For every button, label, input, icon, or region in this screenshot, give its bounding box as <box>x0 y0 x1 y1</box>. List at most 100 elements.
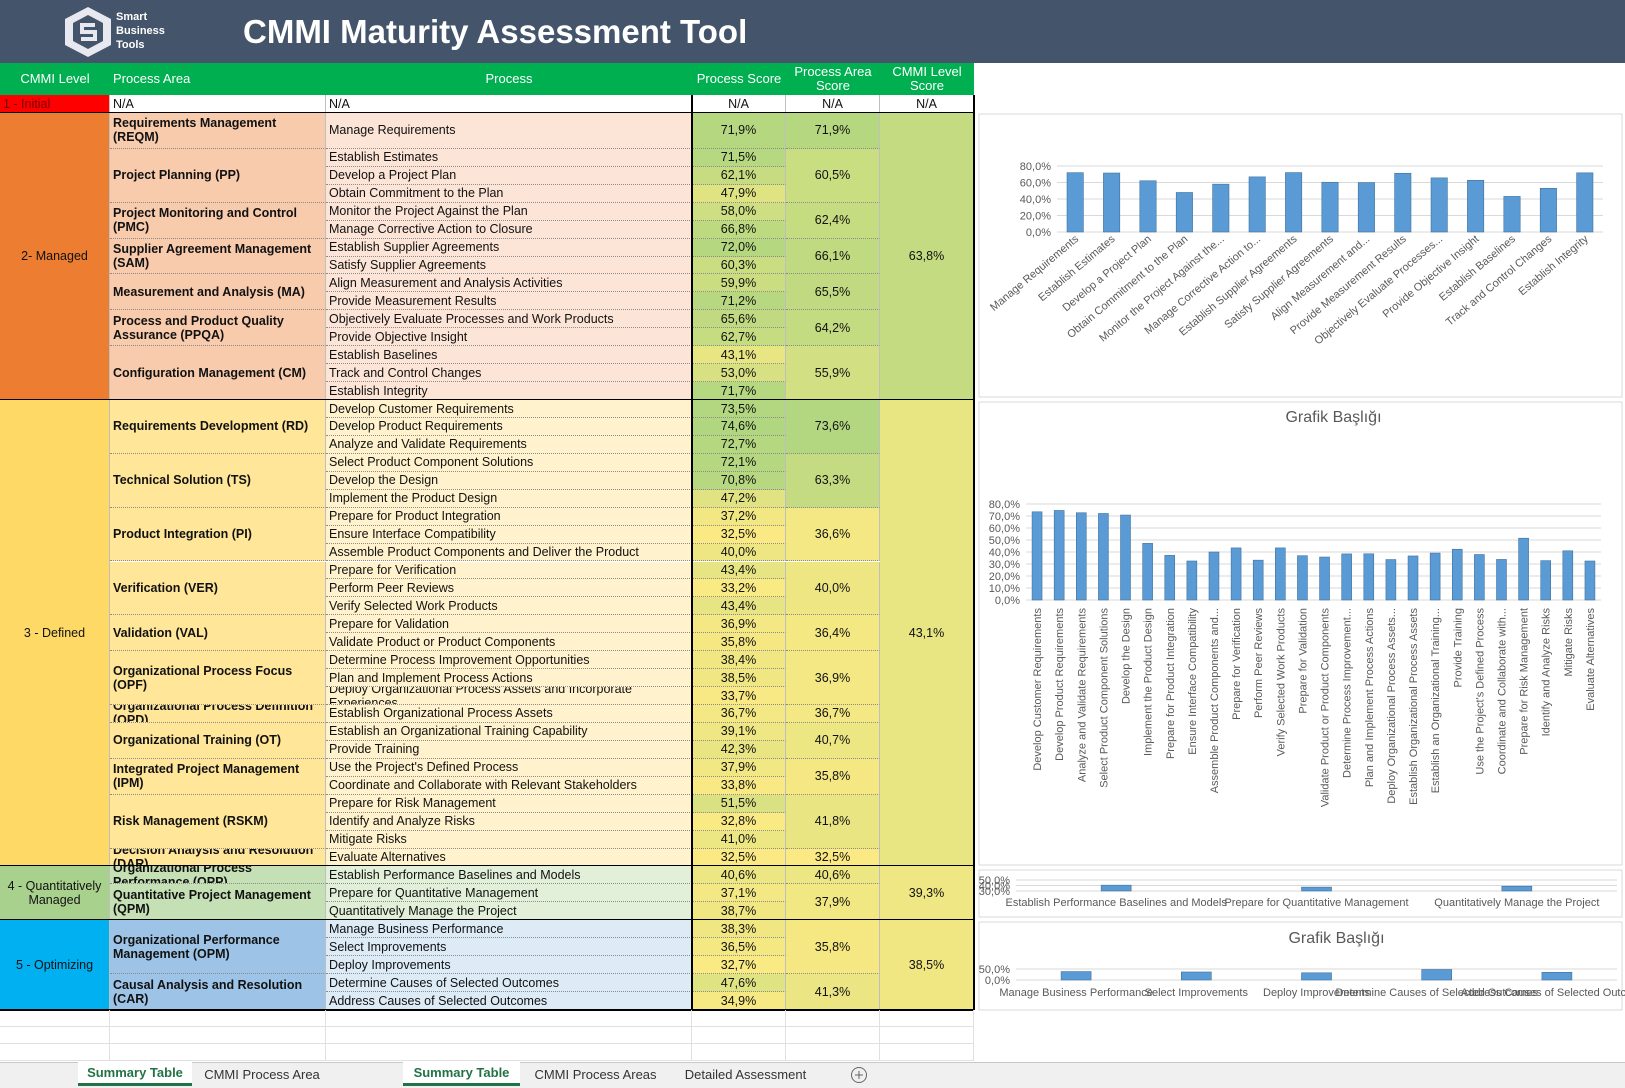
process-score: 51,5% <box>692 794 786 813</box>
process-score: 60,3% <box>692 256 786 275</box>
bar <box>1584 560 1596 601</box>
process-score: 62,1% <box>692 166 786 185</box>
x-tick-label: Validate Product or Product Components <box>1320 608 1332 808</box>
process-score: 41,0% <box>692 830 786 849</box>
bar <box>1467 179 1485 233</box>
column-header: CMMI Level Score <box>880 63 974 95</box>
x-tick-label: Quantitatively Manage the Project <box>1434 897 1599 909</box>
bar <box>1031 511 1043 601</box>
bar <box>1501 885 1533 892</box>
sheet-tab[interactable]: Detailed Assessment <box>684 1066 807 1082</box>
process-score: 72,7% <box>692 435 786 454</box>
process-name: Track and Control Changes <box>326 364 692 383</box>
process-area-score: 40,0% <box>786 561 880 616</box>
process-area-score: 64,2% <box>786 310 880 347</box>
process-name: Prepare for Quantitative Management <box>326 884 692 903</box>
bar <box>1053 510 1065 601</box>
empty-cell <box>692 1044 786 1061</box>
process-area: Project Monitoring and Control (PMC) <box>110 202 326 239</box>
process-name: Establish Performance Baselines and Mode… <box>326 866 692 885</box>
empty-cell <box>326 1010 692 1027</box>
bar <box>1421 969 1452 981</box>
process-score: 32,7% <box>692 956 786 975</box>
process-score: 47,2% <box>692 489 786 508</box>
process-name: Use the Project's Defined Process <box>326 758 692 777</box>
cmmi-level: 4 - Quantitatively Managed <box>0 866 110 921</box>
process-name: Plan and Implement Process Actions <box>326 669 692 688</box>
x-tick-label: Establish Organizational Process Assets <box>1408 608 1420 805</box>
x-tick-label: Provide Training <box>1452 608 1464 688</box>
x-tick-label: Plan and Implement Process Actions <box>1364 608 1376 788</box>
process-score: 39,1% <box>692 722 786 741</box>
add-sheet-button[interactable] <box>850 1066 868 1084</box>
empty-cell <box>110 1027 326 1044</box>
bar <box>1100 884 1132 892</box>
y-tick-label: 50,0% <box>989 535 1020 547</box>
process-score: 70,8% <box>692 471 786 490</box>
process-area: Verification (VER) <box>110 561 326 616</box>
process-name: Satisfy Supplier Agreements <box>326 256 692 275</box>
bar <box>1503 196 1521 233</box>
empty-cell <box>880 1044 974 1061</box>
y-tick-label: 80,0% <box>989 499 1020 511</box>
x-tick-label: Develop the Design <box>1121 608 1133 704</box>
y-tick-label: 60,0% <box>1020 178 1051 190</box>
bar <box>1539 187 1557 233</box>
bar <box>1518 537 1529 601</box>
process-name: Prepare for Validation <box>326 615 692 634</box>
sheet-tab[interactable]: CMMI Process Area <box>204 1066 320 1082</box>
process-score: 43,1% <box>692 346 786 365</box>
process-score: 73,5% <box>692 400 786 418</box>
process-score: 71,9% <box>692 113 786 149</box>
process-name: Verify Selected Work Products <box>326 597 692 616</box>
cmmi-level: 5 - Optimizing <box>0 920 110 1010</box>
sheet-tab[interactable]: Summary Table <box>403 1062 520 1086</box>
process-area-score: 41,8% <box>786 794 880 849</box>
process-area-score: 36,4% <box>786 615 880 652</box>
bar <box>1451 548 1463 601</box>
process-area: Measurement and Analysis (MA) <box>110 274 326 311</box>
bar <box>1540 560 1551 601</box>
process-area: Configuration Management (CM) <box>110 346 326 401</box>
logo-text: Smart Business Tools <box>116 10 165 52</box>
process-area-score: 36,6% <box>786 507 880 562</box>
bar <box>1212 183 1230 233</box>
empty-cell <box>110 1044 326 1061</box>
process-score: 37,9% <box>692 758 786 777</box>
process-area: Integrated Project Management (IPM) <box>110 758 326 795</box>
bar <box>1363 553 1375 601</box>
process-score: 36,9% <box>692 615 786 634</box>
process-name: Determine Causes of Selected Outcomes <box>326 974 692 993</box>
bar <box>1576 172 1594 233</box>
process-name: Quantitatively Manage the Project <box>326 902 692 921</box>
bar <box>1142 543 1153 601</box>
bar <box>1394 172 1412 233</box>
x-tick-label: Evaluate Alternatives <box>1585 608 1597 711</box>
process-area: Organizational Process Focus (OPF) <box>110 651 326 705</box>
logo-icon <box>65 7 111 57</box>
empty-cell <box>880 1010 974 1027</box>
process-score: 33,8% <box>692 776 786 795</box>
process-score: 47,9% <box>692 184 786 203</box>
process-name: Ensure Interface Compatibility <box>326 525 692 544</box>
x-tick-label: Prepare for Product Integration <box>1165 608 1177 759</box>
process-area-score: 60,5% <box>786 148 880 203</box>
sheet-tab[interactable]: Summary Table <box>78 1062 192 1086</box>
x-tick-label: Deploy Improvements <box>1263 987 1370 999</box>
process-score: 36,7% <box>692 705 786 723</box>
sheet-tab[interactable]: CMMI Process Areas <box>534 1066 657 1082</box>
x-tick-label: Prepare for Risk Management <box>1519 608 1531 755</box>
empty-cell <box>880 1027 974 1044</box>
border-line <box>0 1009 974 1011</box>
process-score: 38,3% <box>692 920 786 939</box>
empty-cell <box>110 1010 326 1027</box>
process-score: 32,8% <box>692 812 786 831</box>
process-score: 36,5% <box>692 938 786 957</box>
process-area: Project Planning (PP) <box>110 148 326 203</box>
y-tick-label: 30,0% <box>979 886 1010 898</box>
process-score: 35,8% <box>692 633 786 652</box>
logo-line: Business <box>116 25 165 37</box>
process-area: Requirements Management (REQM) <box>110 113 326 149</box>
chart-area <box>978 921 1623 1011</box>
process-score: 53,0% <box>692 364 786 383</box>
